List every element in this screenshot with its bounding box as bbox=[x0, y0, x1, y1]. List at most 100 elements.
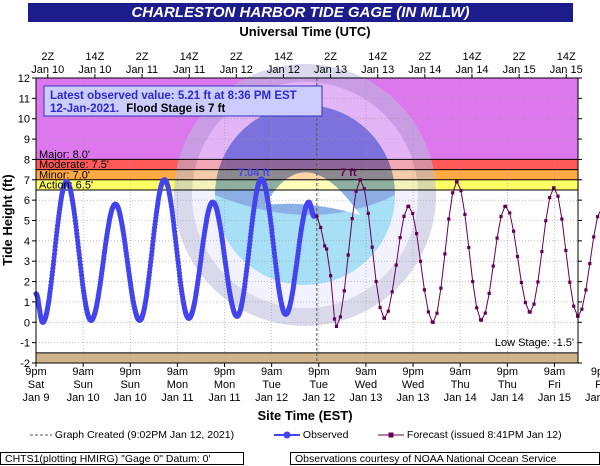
y-tick-label: 8 bbox=[24, 154, 30, 166]
x-tick-date: Jan 13 bbox=[397, 392, 430, 404]
forecast-point bbox=[398, 236, 402, 240]
forecast-point bbox=[508, 211, 512, 215]
x-tick-date: Jan 10 bbox=[114, 392, 147, 404]
forecast-point bbox=[540, 250, 544, 254]
forecast-point bbox=[319, 225, 323, 230]
forecast-point bbox=[447, 217, 451, 221]
y-tick-label: 1 bbox=[24, 297, 30, 309]
x-tick-date: Jan 13 bbox=[349, 392, 382, 404]
forecast-point bbox=[374, 279, 378, 284]
forecast-point bbox=[463, 212, 467, 216]
x-tick-date: Jan 12 bbox=[302, 392, 335, 404]
forecast-point bbox=[366, 211, 370, 215]
forecast-point bbox=[455, 180, 459, 184]
forecast-point bbox=[556, 194, 560, 198]
y-tick-label: 6 bbox=[24, 195, 30, 207]
x-tick-time: 9am bbox=[72, 366, 93, 378]
x-tick-day: Thu bbox=[498, 379, 517, 391]
forecast-point bbox=[443, 252, 447, 256]
forecast-point bbox=[451, 191, 455, 195]
fcst-peak-label: 7 ft bbox=[340, 167, 357, 179]
stage-labels: Major: 8.0'Moderate: 7.5'Minor: 7.0'Acti… bbox=[39, 149, 109, 192]
forecast-point bbox=[415, 232, 419, 236]
forecast-point bbox=[548, 196, 552, 200]
forecast-line-icon bbox=[378, 432, 404, 438]
top-tick-time: 2Z bbox=[230, 51, 243, 63]
legend-created: Graph Created (9:02PM Jan 12, 2021) bbox=[30, 428, 234, 442]
legend: Graph Created (9:02PM Jan 12, 2021) Obse… bbox=[28, 428, 573, 442]
x-tick-date: Jan 15 bbox=[538, 392, 571, 404]
legend-forecast-label: Forecast (issued 8:41PM Jan 12) bbox=[406, 429, 562, 441]
chart-title: CHARLESTON HARBOR TIDE GAGE (IN MLLW) bbox=[28, 3, 573, 22]
legend-observed: Observed bbox=[274, 428, 348, 442]
top-tick-time: 14Z bbox=[368, 51, 387, 63]
forecast-point bbox=[467, 245, 471, 250]
x-tick-date: Jan 9 bbox=[23, 392, 50, 404]
forecast-point bbox=[407, 204, 411, 208]
top-tick-date: Jan 11 bbox=[126, 64, 158, 76]
forecast-point bbox=[378, 305, 382, 309]
forecast-point bbox=[342, 289, 346, 293]
x-tick-date: Jan 11 bbox=[161, 392, 193, 404]
forecast-point bbox=[386, 309, 390, 313]
forecast-point bbox=[370, 245, 374, 249]
forecast-point bbox=[584, 288, 588, 292]
x-tick-date: Jan 12 bbox=[255, 392, 288, 404]
forecast-point bbox=[332, 317, 337, 321]
info-flood: Flood Stage is 7 ft bbox=[126, 103, 225, 115]
top-tick-date: Jan 12 bbox=[267, 64, 300, 76]
forecast-point bbox=[329, 274, 333, 278]
forecast-point bbox=[515, 254, 520, 259]
top-tick-date: Jan 15 bbox=[550, 64, 583, 76]
forecast-point bbox=[519, 280, 523, 285]
x-tick-time: 9pm bbox=[214, 366, 235, 378]
y-tick-label: 10 bbox=[18, 114, 30, 126]
top-tick-time: 14Z bbox=[274, 51, 293, 63]
forecast-point bbox=[504, 204, 508, 208]
forecast-point bbox=[358, 178, 362, 182]
forecast-point bbox=[382, 316, 386, 320]
top-tick-date: Jan 14 bbox=[408, 64, 441, 76]
x-tick-time: 9pm bbox=[120, 366, 141, 378]
x-tick-day: Tue bbox=[310, 379, 329, 391]
forecast-point bbox=[552, 186, 556, 190]
forecast-point bbox=[523, 301, 527, 305]
y-tick-label: 12 bbox=[18, 73, 30, 85]
forecast-point bbox=[536, 280, 540, 284]
forecast-point bbox=[362, 187, 366, 191]
x-tick-date: Jan 15 bbox=[585, 392, 600, 404]
forecast-point bbox=[487, 291, 491, 295]
forecast-point bbox=[592, 235, 596, 239]
info-box bbox=[43, 85, 323, 117]
x-tick-day: Sat bbox=[28, 379, 45, 391]
top-tick-time: 2Z bbox=[136, 51, 149, 63]
low-stage-label: Low Stage: -1.5' bbox=[495, 337, 574, 349]
forecast-point bbox=[431, 320, 435, 324]
info-line2: 12-Jan-2021. Flood Stage is 7 ft bbox=[50, 103, 225, 115]
x-tick-time: 9pm bbox=[308, 366, 329, 378]
legend-created-label: Graph Created (9:02PM Jan 12, 2021) bbox=[54, 429, 235, 441]
forecast-point bbox=[475, 306, 479, 310]
x-tick-time: 9am bbox=[167, 366, 188, 378]
y-tick-label: 0 bbox=[24, 317, 30, 329]
forecast-point bbox=[572, 304, 576, 308]
obs-peak-label: 7.04 ft bbox=[238, 167, 270, 179]
forecast-point bbox=[323, 244, 327, 248]
forecast-point bbox=[354, 189, 358, 193]
forecast-point bbox=[528, 310, 532, 314]
forecast-point bbox=[435, 311, 439, 315]
forecast-point bbox=[346, 253, 350, 257]
y-tick-label: 2 bbox=[24, 277, 30, 289]
forecast-point bbox=[568, 280, 572, 284]
x-tick-time: 9pm bbox=[25, 366, 46, 378]
forecast-point bbox=[418, 259, 423, 263]
forecast-point bbox=[471, 279, 475, 284]
top-tick-date: Jan 13 bbox=[314, 64, 347, 76]
y-tick-label: 5 bbox=[24, 216, 30, 228]
forecast-point bbox=[390, 290, 394, 294]
y-tick-label: -2 bbox=[20, 358, 30, 370]
x-tick-day: Wed bbox=[355, 379, 377, 391]
forecast-point bbox=[402, 214, 406, 218]
forecast-point bbox=[588, 262, 592, 266]
legend-forecast: Forecast (issued 8:41PM Jan 12) bbox=[378, 428, 562, 442]
